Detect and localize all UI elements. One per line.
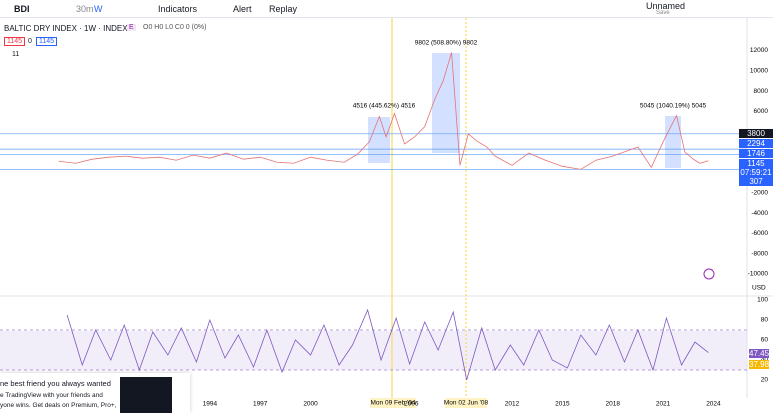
symbol[interactable]: BDI [14,4,30,14]
rsi-value: 47.45 [749,349,770,358]
rsi-band [0,331,747,370]
indicator-count[interactable]: 11 [12,51,20,58]
price-badge: 1145 [739,159,773,168]
y-tick-label: -8000 [751,250,768,257]
sell-price[interactable]: 1145 [4,37,26,46]
x-tick-label: 2012 [505,401,520,408]
spread: 0 [28,38,32,45]
replay-button[interactable]: Replay [269,4,298,14]
x-tick-label: 1994 [203,401,218,408]
save-button[interactable]: Save [656,10,670,16]
x-tick-label: 2015 [555,401,570,408]
range-box [368,117,390,163]
rsi-tick-label: 60 [761,337,769,344]
alert-button[interactable]: Alert [233,4,252,14]
exchange-flag: E [127,24,136,31]
range-label: 9802 (508.80%) 9802 [415,40,478,47]
rsi-tick-label: 20 [761,377,769,384]
y-tick-label: 8000 [754,88,769,95]
x-tick-label: 2021 [656,401,671,408]
range-label: 5045 (1040.19%) 5045 [640,103,707,110]
y-tick-label: 12000 [750,47,768,54]
x-tick-label: 2024 [706,401,721,408]
promo-image [120,377,172,413]
indicators-button[interactable]: Indicators [158,4,198,14]
series-line [58,52,709,170]
crosshair-date: Mon 02 Jun '08 [444,400,489,407]
range-box [432,53,460,153]
promo-title: ne best friend you always wanted [0,379,111,388]
price-badge: 307 [739,177,773,186]
y-tick-label: 6000 [754,108,769,115]
crosshair-date: Mon 09 Feb '04 [371,400,416,407]
countdown: 07:59:21 [739,168,773,177]
promo-text: yone wins. Get deals on Premium, Pro+, [0,402,117,409]
y-tick-label: -6000 [751,230,768,237]
x-tick-label: 2000 [303,401,318,408]
x-tick-label: 2018 [605,401,620,408]
price-badge: 2294 [739,139,773,148]
rsi-tick-label: 80 [761,317,769,324]
y-tick-label: -4000 [751,210,768,217]
date-badge [445,398,487,408]
toolbar: BDI 30m W Indicators Alert Replay Unname… [0,0,773,18]
rsi-tick-label: 100 [757,297,768,304]
buy-price[interactable]: 1145 [36,37,58,46]
chart-title: BALTIC DRY INDEX · 1W · INDEX [4,24,128,33]
interval[interactable]: 30m [76,4,94,14]
x-tick-label: 2006 [404,401,419,408]
x-tick-label: 1997 [253,401,268,408]
date-badge [370,398,416,408]
price-badge: 3800 [739,129,773,138]
y-tick-label: -10000 [748,271,769,278]
range-label: 4516 (445.62%) 4516 [353,103,416,110]
price-badge: 1746 [739,149,773,158]
layout-name[interactable]: Unnamed [646,1,686,11]
event-icon[interactable] [703,268,715,280]
promo-popup: ne best friend you always wanted e Tradi… [0,373,190,413]
ohlc: O0 H0 L0 C0 0 (0%) [143,24,207,31]
currency: USD [752,285,766,292]
series-line [66,308,709,381]
y-tick-label: 10000 [750,68,768,75]
y-tick-label: -2000 [751,189,768,196]
rsi-value: 37.98 [749,360,770,369]
period[interactable]: W [94,4,103,14]
promo-text: e TradingView with your friends and [0,392,103,399]
